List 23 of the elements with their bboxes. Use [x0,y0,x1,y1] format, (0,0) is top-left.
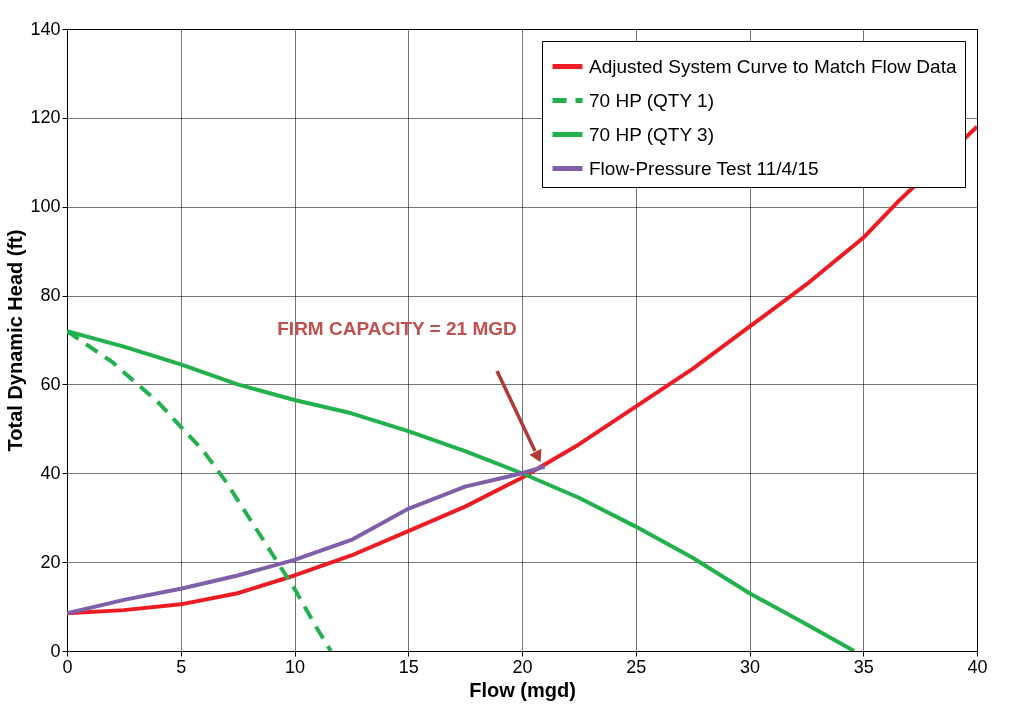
legend-label: Adjusted System Curve to Match Flow Data [589,55,957,77]
y-tick-label: 140 [30,18,61,39]
y-tick-label: 120 [30,107,61,128]
x-tick-label: 40 [967,656,988,677]
line-series [67,464,547,616]
x-axis-title: Flow (mgd) [469,678,576,701]
y-tick-label: 80 [40,285,61,306]
x-tick-label: 30 [739,656,761,677]
y-tick-label: 0 [50,640,61,661]
x-tick-label: 10 [284,656,306,677]
legend-label: Flow-Pressure Test 11/4/15 [589,157,819,179]
x-tick-label: 25 [626,656,647,677]
y-tick-label: 40 [40,462,61,483]
y-tick-label: 60 [40,373,61,394]
x-tick-label: 15 [398,656,419,677]
y-tick-label: 100 [30,196,61,217]
legend-label: 70 HP (QTY 3) [589,123,714,145]
y-axis-title: Total Dynamic Head (ft) [4,229,27,452]
legend-label: 70 HP (QTY 1) [589,89,714,111]
x-tick-label: 20 [512,656,533,677]
x-tick-label: 5 [176,656,187,677]
y-tick-label: 20 [40,551,61,572]
x-tick-label: 35 [853,656,874,677]
